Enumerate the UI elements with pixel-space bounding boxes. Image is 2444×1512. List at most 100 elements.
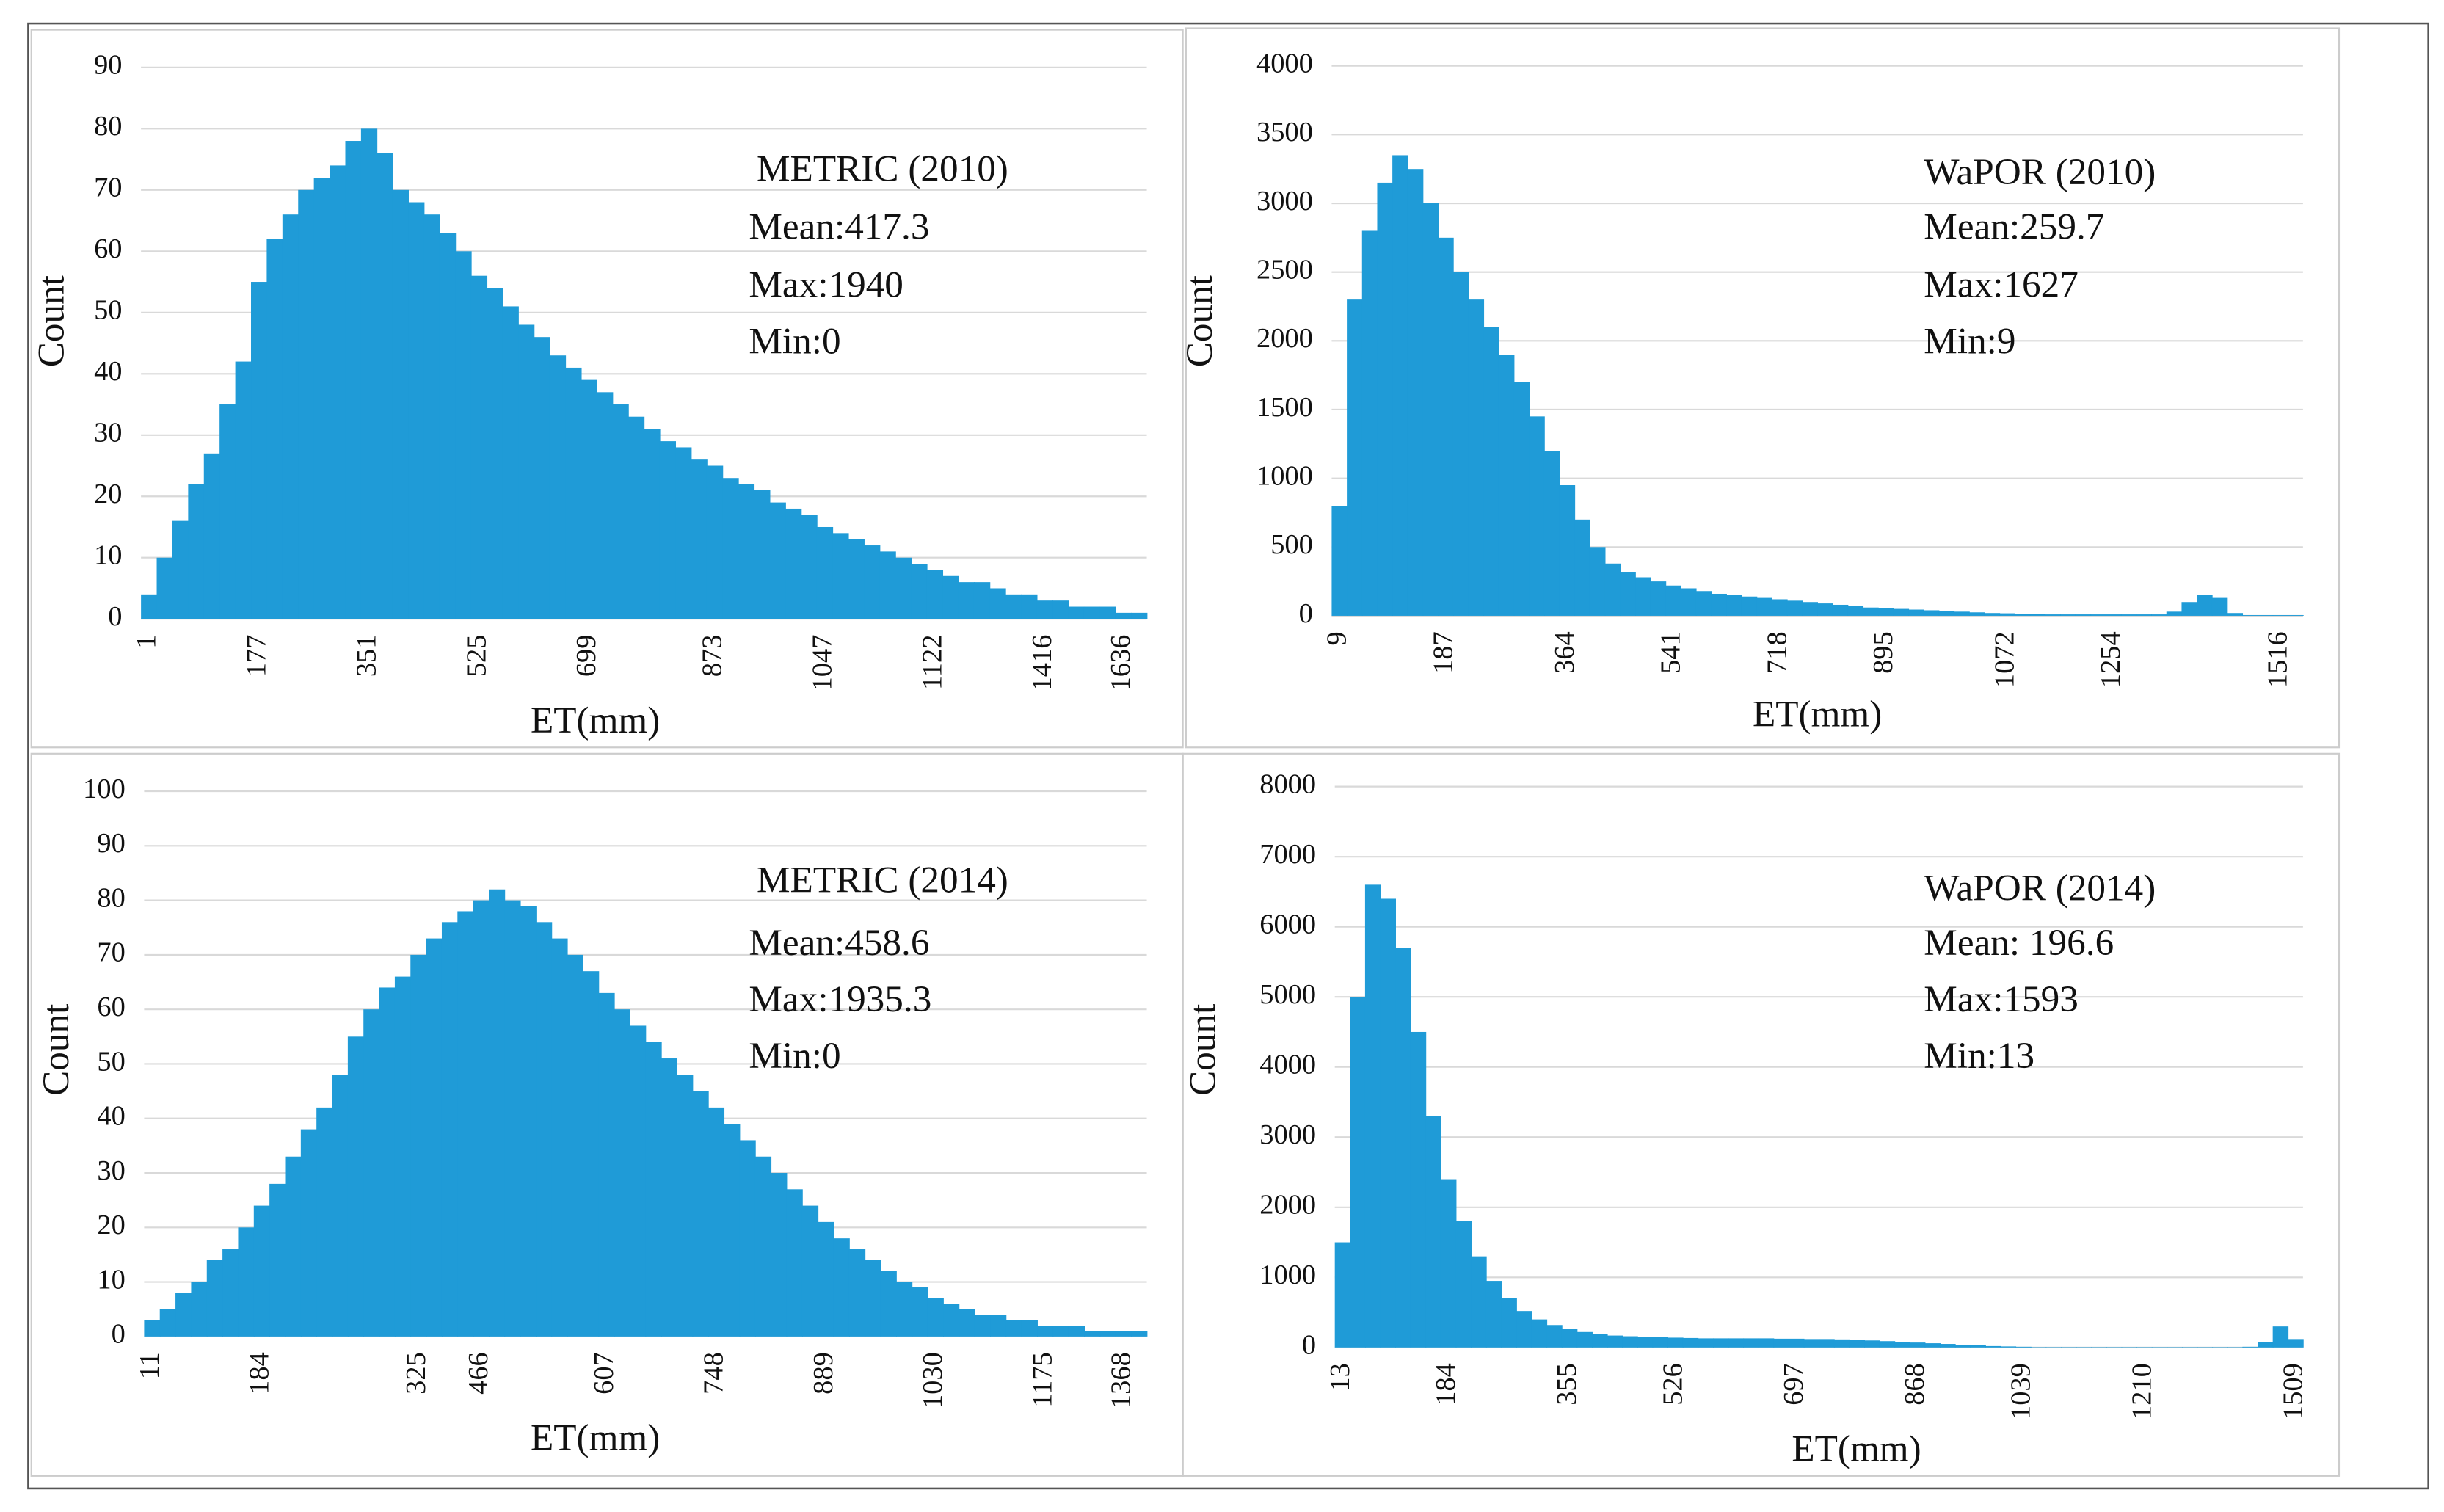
histogram-bar (1407, 169, 1424, 616)
histogram-bar (520, 906, 537, 1337)
x-tick-label: 525 (461, 635, 492, 677)
histogram-bar (360, 128, 378, 619)
histogram-bar (1879, 1341, 1896, 1348)
y-tick-label: 50 (94, 295, 122, 326)
y-tick-label: 90 (94, 50, 122, 81)
histogram-bar (848, 539, 865, 619)
histogram-bar (1099, 1331, 1116, 1337)
histogram-bar (1347, 299, 1363, 616)
histogram-bar (2257, 615, 2274, 616)
histogram-bar (238, 1227, 255, 1337)
y-tick-label: 0 (1302, 1330, 1316, 1361)
y-tick-label: 80 (94, 111, 122, 142)
y-tick-label: 3500 (1256, 117, 1313, 148)
histogram-bar (644, 429, 661, 619)
histogram-bar (942, 575, 959, 619)
histogram-bar (144, 1320, 161, 1337)
annotation-title: METRIC (2014) (757, 859, 1008, 901)
x-tick-label: 895 (1868, 631, 1899, 674)
histogram-bar (1938, 611, 1955, 616)
panel-border (1182, 752, 2341, 1477)
y-tick-label: 3000 (1259, 1119, 1316, 1150)
histogram-bar (282, 214, 299, 619)
histogram-bar (661, 1058, 678, 1337)
histogram-bar (895, 557, 912, 619)
histogram-bar (203, 453, 221, 619)
histogram-bar (1350, 997, 1366, 1348)
histogram-bar (1546, 1325, 1563, 1348)
x-tick-label: 873 (697, 635, 727, 677)
histogram-bar (864, 545, 881, 619)
histogram-bar (2242, 615, 2258, 616)
histogram-bar (1589, 547, 1606, 616)
histogram-bar (692, 1091, 709, 1337)
histogram-bar (1021, 594, 1038, 619)
histogram-bar (2090, 614, 2106, 616)
y-tick-label: 0 (1299, 598, 1313, 629)
histogram-bar (1395, 948, 1411, 1348)
histogram-bar (1561, 1329, 1578, 1348)
histogram-bar (943, 1304, 960, 1337)
annotation-title: WaPOR (2014) (1924, 867, 2156, 909)
histogram-bar (2288, 615, 2304, 616)
x-axis-title: ET(mm) (531, 699, 660, 741)
histogram-bar (426, 938, 443, 1337)
y-tick-label: 100 (83, 774, 126, 804)
histogram-bar (1832, 604, 1849, 616)
panel-border (30, 29, 1184, 749)
histogram-bar (1908, 609, 1924, 616)
histogram-bar (1334, 1242, 1351, 1348)
histogram-bar (470, 275, 488, 619)
histogram-bar (379, 987, 396, 1337)
histogram-bar (785, 508, 802, 619)
histogram-bar (1620, 572, 1636, 616)
annotation: Min:0 (749, 320, 840, 362)
histogram-bar (1115, 1331, 1132, 1337)
x-tick-label: 526 (1657, 1363, 1688, 1406)
y-tick-label: 5000 (1259, 979, 1316, 1010)
histogram-bar (565, 367, 582, 619)
histogram-bar (2060, 614, 2076, 616)
histogram-bar (2258, 1342, 2274, 1348)
histogram-bar (504, 900, 521, 1337)
histogram-bar (1410, 1031, 1427, 1348)
histogram-bar (1576, 1331, 1593, 1348)
histogram-bar (1131, 1331, 1148, 1337)
y-tick-label: 1000 (1256, 460, 1313, 491)
y-tick-label: 1000 (1259, 1260, 1316, 1290)
annotation: Mean: 196.6 (1924, 922, 2114, 964)
histogram-bar (1392, 155, 1408, 616)
x-tick-label: 1509 (2277, 1363, 2308, 1420)
annotation: Min:0 (749, 1035, 840, 1077)
histogram-bar (1471, 1256, 1487, 1348)
y-tick-label: 30 (97, 1155, 125, 1186)
histogram-bar (708, 1107, 725, 1337)
histogram-bar (1485, 1281, 1502, 1348)
histogram-bar (801, 515, 818, 619)
x-axis-title: ET(mm) (531, 1417, 660, 1459)
y-axis-title: Count (1179, 275, 1221, 367)
y-axis-title: Count (30, 275, 72, 367)
x-tick-label: 1416 (1027, 635, 1058, 691)
histogram-bar (455, 251, 472, 619)
histogram-bar (441, 922, 459, 1337)
histogram-bar (1786, 600, 1803, 616)
y-tick-label: 6000 (1259, 909, 1316, 939)
histogram-bar (473, 900, 490, 1337)
histogram-bar (754, 1156, 772, 1337)
histogram-bar (1483, 327, 1499, 616)
y-tick-label: 500 (1270, 529, 1313, 560)
histogram-bar (927, 1298, 944, 1337)
histogram-bar (1728, 1338, 1745, 1348)
histogram-bar (2015, 1346, 2032, 1348)
x-tick-label: 1 (131, 635, 162, 649)
x-tick-label: 355 (1552, 1363, 1582, 1406)
histogram-bar (1665, 585, 1681, 616)
y-tick-label: 20 (94, 479, 122, 509)
y-axis-title: Count (1182, 1004, 1223, 1096)
histogram-bar (285, 1156, 302, 1337)
histogram-bar (1667, 1337, 1684, 1348)
histogram-bar (848, 1249, 866, 1337)
histogram-bar (1131, 612, 1148, 619)
